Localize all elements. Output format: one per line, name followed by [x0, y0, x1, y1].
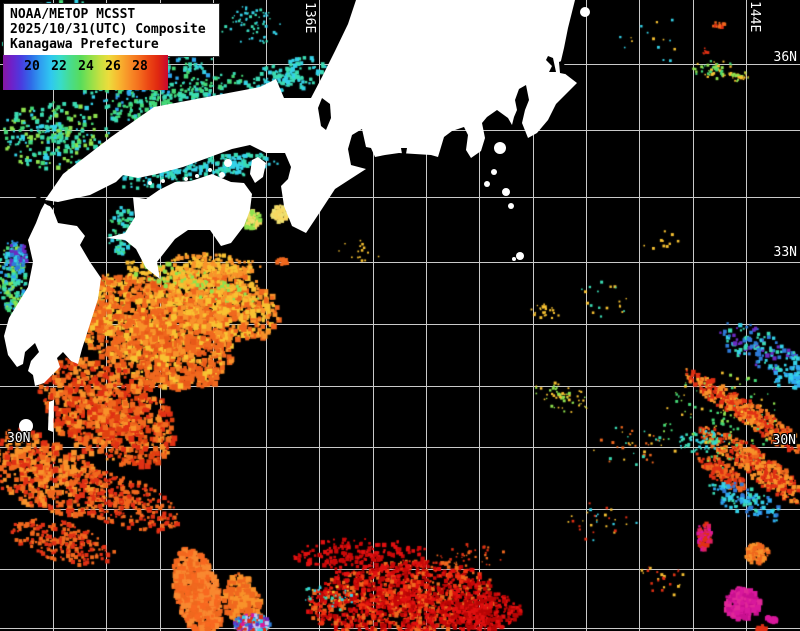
lake-kitaura: [559, 60, 565, 74]
island: [516, 252, 524, 260]
island: [502, 188, 510, 196]
island: [184, 177, 188, 181]
colorbar-label-26: 26: [105, 59, 121, 74]
colorbar-label-22: 22: [51, 59, 67, 74]
grid-label-144e: 144E: [747, 1, 762, 33]
grid-label-30n: 30N: [772, 433, 796, 448]
island: [161, 179, 165, 183]
title-line-region: Kanagawa Prefecture: [10, 37, 159, 52]
island: [148, 181, 152, 185]
lake-hamana: [401, 148, 407, 154]
colorbar-label-24: 24: [78, 59, 94, 74]
island: [494, 142, 506, 154]
island: [195, 174, 199, 178]
grid-label-33n: 33N: [773, 245, 797, 260]
landmass-tanegashima: [48, 400, 54, 432]
kanmon-strait: [35, 194, 61, 211]
island: [219, 172, 225, 178]
grid-label-36n: 36N: [773, 50, 797, 65]
grid-label-136e: 136E: [302, 2, 317, 34]
title-line-date: 2025/10/31(UTC) Composite: [10, 22, 206, 37]
landmass-kyushu: [4, 201, 101, 386]
landmass-awaji: [250, 157, 266, 183]
lake-biwa: [318, 98, 331, 130]
lake-kasumigaura: [546, 56, 556, 72]
island: [580, 7, 590, 17]
colorbar-label-28: 28: [132, 59, 148, 74]
island: [491, 169, 497, 175]
landmass-shikoku: [106, 174, 252, 279]
island: [512, 257, 516, 261]
island: [224, 159, 232, 167]
title-line-product: NOAA/METOP MCSST: [10, 7, 136, 22]
grid-label-30n: 30N: [7, 431, 31, 446]
colorbar-label-20: 20: [24, 59, 40, 74]
temperature-colorbar: 20 22 24 26 28: [3, 55, 168, 90]
island: [208, 168, 212, 172]
title-box: NOAA/METOP MCSST 2025/10/31(UTC) Composi…: [3, 3, 220, 57]
island: [508, 203, 514, 209]
landmass-honshu: [45, 0, 577, 233]
island: [19, 419, 33, 433]
island: [484, 181, 490, 187]
